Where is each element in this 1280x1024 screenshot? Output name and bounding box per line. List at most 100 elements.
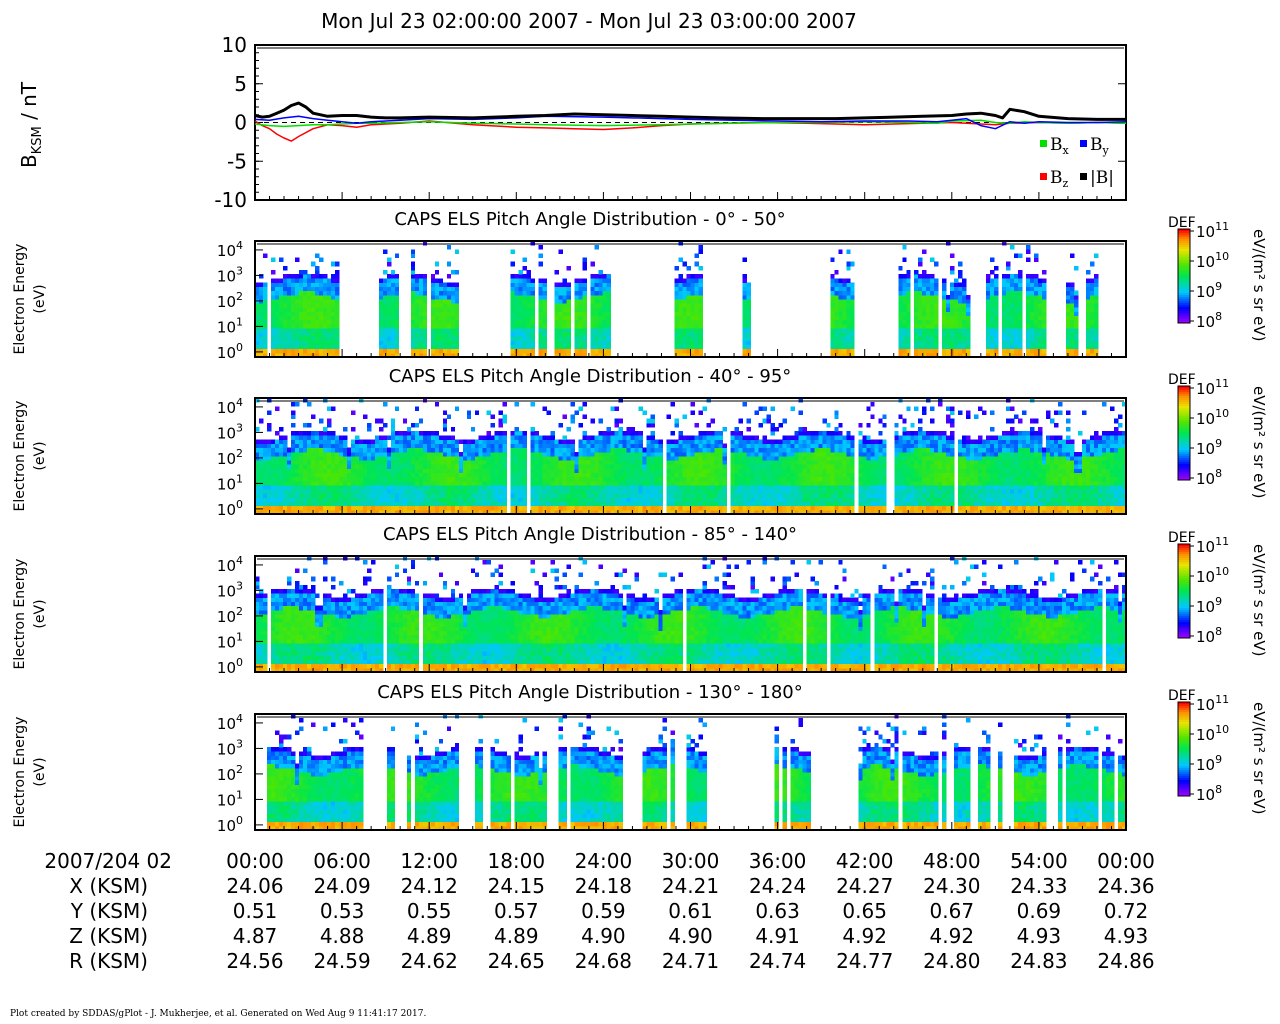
spectrogram-cell: [1070, 253, 1075, 258]
spectrogram-cell: [658, 497, 663, 502]
spectrogram-cell: [554, 340, 560, 345]
spectrogram-cell: [658, 451, 663, 457]
spectrogram-cell: [350, 451, 356, 457]
spectrogram-cell: [686, 493, 691, 498]
spectrogram-cell: [326, 472, 332, 478]
spectrogram-cell: [406, 427, 412, 432]
spectrogram-cell: [1070, 348, 1075, 354]
spectrogram-cell: [714, 509, 719, 515]
spectrogram-cell: [898, 336, 903, 341]
spectrogram-cell: [502, 418, 508, 424]
spectrogram-cell: [398, 435, 404, 440]
spectrogram-cell: [414, 290, 420, 296]
spectrogram-cell: [674, 299, 679, 304]
spectrogram-cell: [526, 270, 532, 275]
spectrogram-cell: [1010, 340, 1015, 345]
spectrogram-cell: [990, 340, 995, 345]
spectrogram-cell: [466, 439, 472, 444]
spectrogram-cell: [538, 286, 544, 292]
colorbar-cell: [1178, 239, 1190, 242]
spectrogram-cell: [586, 456, 592, 461]
spectrogram-cell: [530, 241, 536, 246]
spectrogram-cell: [478, 435, 484, 440]
spectrogram-cell: [634, 497, 639, 502]
spectrogram-cell: [606, 460, 611, 465]
spectrogram-cell: [1006, 282, 1011, 287]
spectrogram-cell: [326, 406, 332, 411]
spectrogram-cell: [746, 460, 751, 465]
spectrogram-cell: [1042, 332, 1047, 337]
spectrogram-cell: [310, 439, 316, 444]
spectrogram-cell: [526, 303, 532, 308]
spectrogram-cell: [1014, 290, 1019, 296]
spectrogram-cell: [562, 493, 568, 498]
spectrogram-cell: [502, 435, 508, 440]
spectrogram-cell: [282, 464, 288, 469]
spectrogram-cell: [654, 439, 659, 444]
spectrogram-cell: [750, 509, 755, 515]
spectrogram-cell: [578, 344, 584, 350]
spectrogram-cell: [698, 480, 703, 486]
spectrogram-cell: [830, 323, 835, 329]
spectrogram-cell: [746, 468, 751, 473]
spectrogram-cell: [834, 282, 839, 287]
spectrogram-cell: [918, 261, 923, 267]
spectrogram-cell: [774, 427, 779, 432]
spectrogram-cell: [682, 328, 687, 333]
spectrogram-cell: [646, 468, 651, 473]
spectrogram-cell: [950, 340, 955, 345]
spectrogram-cell: [326, 307, 332, 312]
spectrogram-cell: [394, 501, 400, 507]
spectrogram-cell: [514, 303, 520, 308]
spectrogram-cell: [1002, 311, 1007, 316]
spectrogram-cell: [526, 294, 532, 300]
spectrogram-cell: [298, 456, 304, 461]
spectrogram-cell: [898, 290, 903, 296]
spectrogram-cell: [918, 303, 923, 308]
spectrogram-cell: [450, 439, 456, 444]
spectrogram-cell: [518, 505, 524, 511]
spectrogram-cell: [318, 299, 324, 304]
spectrogram-cell: [478, 485, 484, 490]
spectrogram-cell: [770, 468, 775, 473]
spectrogram-cell: [578, 332, 584, 337]
spectrogram-cell: [510, 439, 516, 444]
spectrogram-cell: [842, 294, 847, 300]
spectrogram-cell: [730, 480, 735, 486]
spectrogram-cell: [598, 352, 604, 358]
spectrogram-cell: [742, 307, 747, 312]
spectrogram-cell: [966, 319, 971, 325]
spectrogram-cell: [286, 505, 292, 511]
spectrogram-cell: [714, 489, 719, 494]
spectrogram-cell: [426, 468, 432, 473]
spectrogram-cell: [1030, 336, 1035, 341]
spectrogram-cell: [390, 497, 396, 502]
spectrogram-cell: [362, 468, 368, 473]
spectrogram-cell: [434, 451, 440, 457]
spectrogram-cell: [486, 468, 492, 473]
spectrogram-cell: [1094, 315, 1099, 321]
spectrogram-cell: [510, 348, 516, 354]
spectrogram-cell: [686, 344, 691, 350]
spectrogram-cell: [962, 294, 967, 300]
spectrogram-cell: [454, 286, 460, 292]
spectrogram-cell: [1086, 286, 1091, 292]
spectrogram-cell: [650, 468, 655, 473]
spectrogram-cell: [294, 447, 300, 453]
spectrogram-cell: [570, 505, 576, 511]
spectrogram-cell: [386, 485, 392, 490]
spectrogram-cell: [614, 472, 619, 478]
spectrogram-cell: [366, 422, 372, 428]
spectrogram-cell: [526, 328, 532, 333]
spectrogram-cell: [746, 286, 751, 292]
spectrogram-cell: [602, 311, 607, 316]
spectrogram-cell: [930, 282, 935, 287]
spectrogram-cell: [334, 328, 340, 333]
spectrogram-cell: [394, 439, 400, 444]
spectrogram-cell: [1066, 336, 1071, 341]
spectrogram-cell: [322, 435, 328, 440]
spectrogram-cell: [382, 249, 388, 254]
spectrogram-cell: [554, 501, 560, 507]
spectrogram-cell: [734, 456, 739, 461]
spectrogram-cell: [414, 468, 420, 473]
